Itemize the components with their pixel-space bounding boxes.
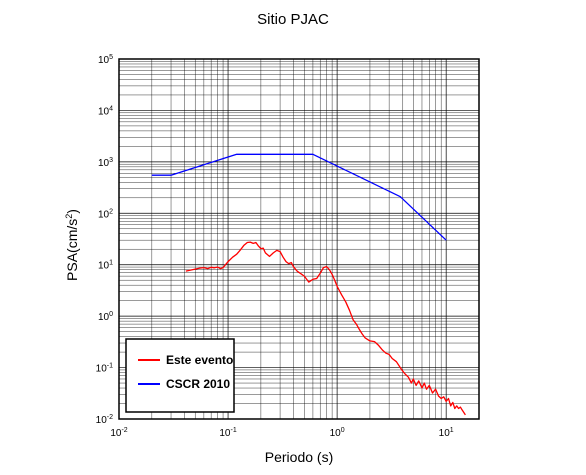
y-tick-label: 105 bbox=[98, 54, 113, 66]
chart-title: Sitio PJAC bbox=[257, 11, 329, 28]
series-lines bbox=[151, 153, 466, 416]
x-axis-label: Periodo (s) bbox=[265, 449, 333, 465]
x-tick-label: 10-2 bbox=[110, 427, 127, 439]
y-tick-label: 10-2 bbox=[96, 414, 113, 426]
legend-label-cscr-2010: CSCR 2010 bbox=[166, 377, 230, 391]
y-tick-label: 10-1 bbox=[96, 363, 113, 375]
x-tick-label: 10-1 bbox=[219, 427, 236, 439]
x-tick-label: 100 bbox=[330, 427, 345, 439]
series-line-este-evento bbox=[185, 241, 466, 416]
y-tick-label: 102 bbox=[98, 208, 113, 220]
legend-box bbox=[125, 338, 235, 413]
y-axis-label-main: PSA(cm/s bbox=[64, 219, 80, 281]
y-axis-label-sup: 2 bbox=[64, 214, 74, 219]
legend-label-este-evento: Este evento bbox=[166, 353, 233, 367]
y-tick-labels: 10-2 10-1 100 101 102 103 104 105 bbox=[96, 54, 113, 426]
y-tick-label: 104 bbox=[98, 105, 113, 117]
legend: Este evento CSCR 2010 bbox=[125, 338, 235, 413]
y-tick-label: 103 bbox=[98, 157, 113, 169]
y-tick-label: 101 bbox=[98, 260, 113, 272]
x-tick-labels: 10-2 10-1 100 101 bbox=[110, 427, 453, 439]
grid bbox=[118, 58, 480, 420]
series-line-cscr-2010 bbox=[151, 153, 447, 241]
plot-frame bbox=[118, 58, 480, 420]
y-axis-label: PSA(cm/s2) bbox=[64, 209, 80, 281]
y-axis-label-end: ) bbox=[64, 209, 80, 214]
y-tick-label: 100 bbox=[98, 311, 113, 323]
x-tick-label: 101 bbox=[439, 427, 454, 439]
